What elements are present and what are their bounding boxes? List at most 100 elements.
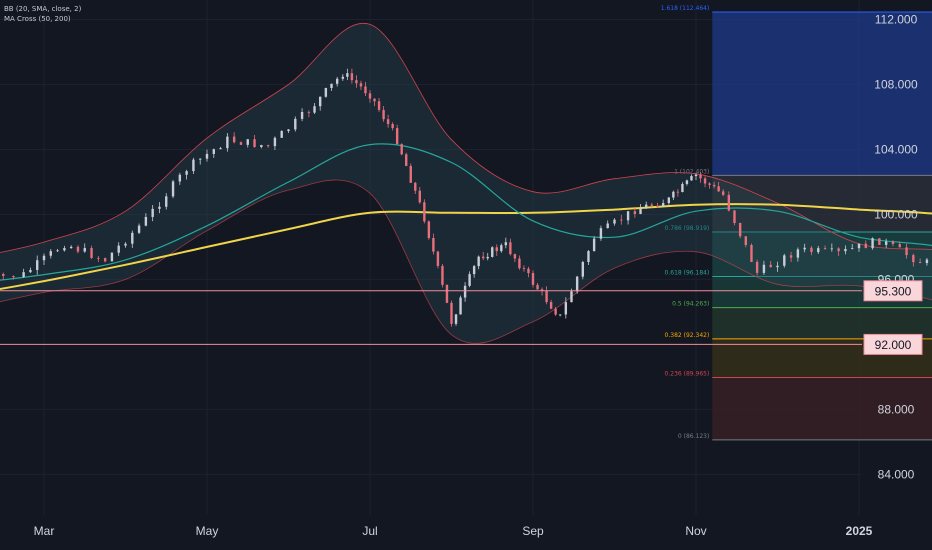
- candle-body: [837, 248, 840, 252]
- candle-body: [239, 142, 243, 145]
- candle-body: [789, 255, 793, 258]
- candle: [495, 244, 498, 256]
- candle: [69, 245, 73, 249]
- candle-body: [500, 245, 503, 252]
- candle-body: [703, 178, 707, 184]
- candle: [205, 149, 209, 162]
- candle: [117, 242, 120, 256]
- candle-body: [755, 261, 759, 273]
- candle: [667, 196, 671, 205]
- candle-body: [185, 171, 188, 175]
- bollinger-upper-band: [0, 22, 932, 253]
- candle-body: [386, 119, 390, 125]
- candle: [432, 233, 435, 255]
- candle-body: [232, 136, 236, 143]
- candle-body: [391, 124, 394, 129]
- candle-body: [864, 243, 867, 249]
- candle-body: [294, 118, 297, 130]
- candle-body: [373, 98, 376, 102]
- candle: [733, 209, 736, 226]
- candle-body: [441, 265, 444, 285]
- candle-body: [509, 242, 512, 255]
- candle-body: [226, 136, 229, 149]
- candle-body: [151, 208, 154, 217]
- candle-body: [564, 302, 568, 315]
- x-tick-label: Sep: [522, 524, 544, 538]
- candle: [531, 270, 535, 288]
- candle-body: [676, 191, 680, 193]
- y-tick-label: 112.000: [875, 12, 918, 26]
- candle: [185, 169, 188, 180]
- candle: [97, 255, 100, 262]
- candle: [414, 181, 417, 194]
- candle-body: [364, 86, 367, 94]
- candle: [721, 189, 725, 197]
- candle: [42, 253, 46, 265]
- candle: [219, 146, 222, 150]
- candle: [324, 87, 328, 98]
- candle-body: [667, 197, 671, 204]
- candle-body: [192, 159, 195, 172]
- candle-body: [212, 149, 215, 154]
- candle-body: [536, 284, 539, 290]
- candle-body: [522, 268, 526, 269]
- candle-body: [587, 251, 590, 263]
- fib-zone: [712, 11, 932, 176]
- candle: [851, 243, 854, 250]
- candle: [341, 74, 345, 81]
- candle-body: [750, 244, 753, 262]
- candle: [22, 268, 25, 278]
- fib-level-label: 0.5 (94.263): [672, 301, 709, 308]
- candle: [445, 284, 449, 304]
- candle-body: [486, 256, 489, 259]
- candle: [823, 245, 827, 250]
- candle-body: [513, 254, 517, 259]
- candle-body: [606, 223, 609, 229]
- candle-body: [733, 210, 736, 223]
- candle: [477, 255, 480, 270]
- candle-body: [681, 183, 684, 192]
- candle: [294, 116, 297, 132]
- candle-body: [581, 262, 585, 277]
- fib-level-label: 0 (86.123): [678, 433, 709, 440]
- candle: [151, 205, 154, 222]
- candle-body: [42, 255, 46, 261]
- candle-body: [266, 145, 270, 147]
- candle-body: [477, 256, 480, 267]
- fib-level-label: 0.236 (89.965): [665, 370, 710, 377]
- candle-body: [158, 206, 161, 209]
- candle: [418, 187, 422, 204]
- candle: [656, 202, 659, 208]
- candle-body: [330, 83, 333, 89]
- candle: [423, 199, 426, 224]
- candle-body: [165, 196, 168, 207]
- candle: [313, 103, 316, 114]
- candle: [633, 206, 637, 218]
- candle-body: [199, 158, 202, 160]
- candle: [864, 240, 867, 249]
- candle-body: [504, 242, 508, 246]
- candle-body: [744, 236, 748, 245]
- candle-body: [405, 154, 408, 166]
- candle: [287, 129, 290, 134]
- candle: [90, 245, 93, 260]
- candle: [405, 152, 408, 167]
- candle: [239, 141, 243, 146]
- candle: [29, 267, 32, 274]
- candle: [427, 220, 431, 240]
- candle: [857, 243, 861, 252]
- candle: [266, 144, 270, 148]
- candle: [606, 220, 609, 229]
- candle-body: [400, 144, 403, 155]
- candle: [522, 265, 526, 272]
- x-tick-label: 2025: [846, 524, 873, 538]
- candle-body: [626, 211, 630, 221]
- candle: [199, 158, 202, 165]
- candle: [620, 214, 623, 225]
- candle-body: [454, 314, 458, 324]
- candle-body: [36, 260, 39, 270]
- candle: [459, 295, 462, 315]
- candle-body: [287, 129, 290, 132]
- candle-body: [29, 269, 32, 273]
